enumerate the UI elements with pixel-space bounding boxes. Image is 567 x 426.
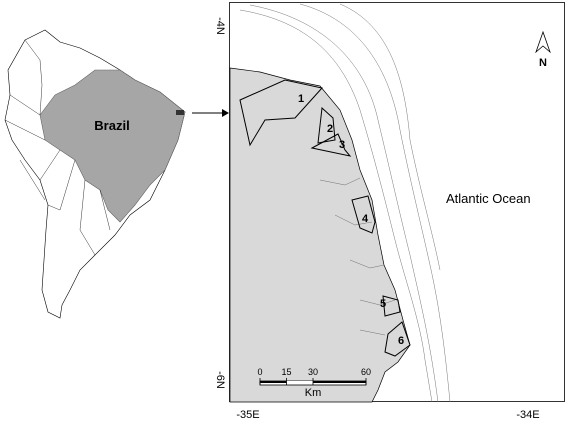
- scale-bar-segment: [313, 381, 366, 383]
- lat-label: -4N: [214, 17, 226, 35]
- north-arrow: [535, 30, 551, 54]
- scale-tick-label: 60: [361, 367, 371, 377]
- scale-bar: 0 15 30 60: [257, 367, 371, 386]
- zone-label: 5: [380, 298, 386, 310]
- arrow-head: [222, 109, 229, 117]
- inset-borders: [4, 39, 111, 256]
- zone-label: 6: [398, 335, 404, 347]
- lon-label: -34E: [516, 409, 539, 421]
- zones: [239, 79, 411, 357]
- lat-label: -6N: [214, 371, 226, 389]
- study-area: [176, 110, 184, 115]
- north-label: N: [539, 57, 547, 69]
- rivers: [319, 177, 396, 336]
- zone-label: 3: [339, 139, 345, 151]
- zone-label: 1: [298, 93, 304, 105]
- main-map: 1 2 3 4 5 6 Atlantic Ocean N 0 15 30 60 Km: [229, 2, 565, 403]
- brazil: [39, 69, 186, 223]
- zone-label: 4: [362, 213, 369, 225]
- scale-bar-segment: [260, 381, 287, 383]
- scale-tick-label: 30: [308, 367, 318, 377]
- country-label: Brazil: [94, 118, 129, 133]
- zone-label: 2: [327, 123, 333, 135]
- scale-tick-label: 0: [257, 367, 262, 377]
- ocean-label: Atlantic Ocean: [446, 191, 531, 206]
- scale-unit: Km: [305, 387, 322, 399]
- lon-label: -35E: [236, 409, 259, 421]
- inset-map: Brazil: [4, 29, 186, 319]
- scale-tick-label: 15: [281, 367, 291, 377]
- scale-bar-segment: [286, 381, 313, 383]
- isobaths: [239, 3, 451, 403]
